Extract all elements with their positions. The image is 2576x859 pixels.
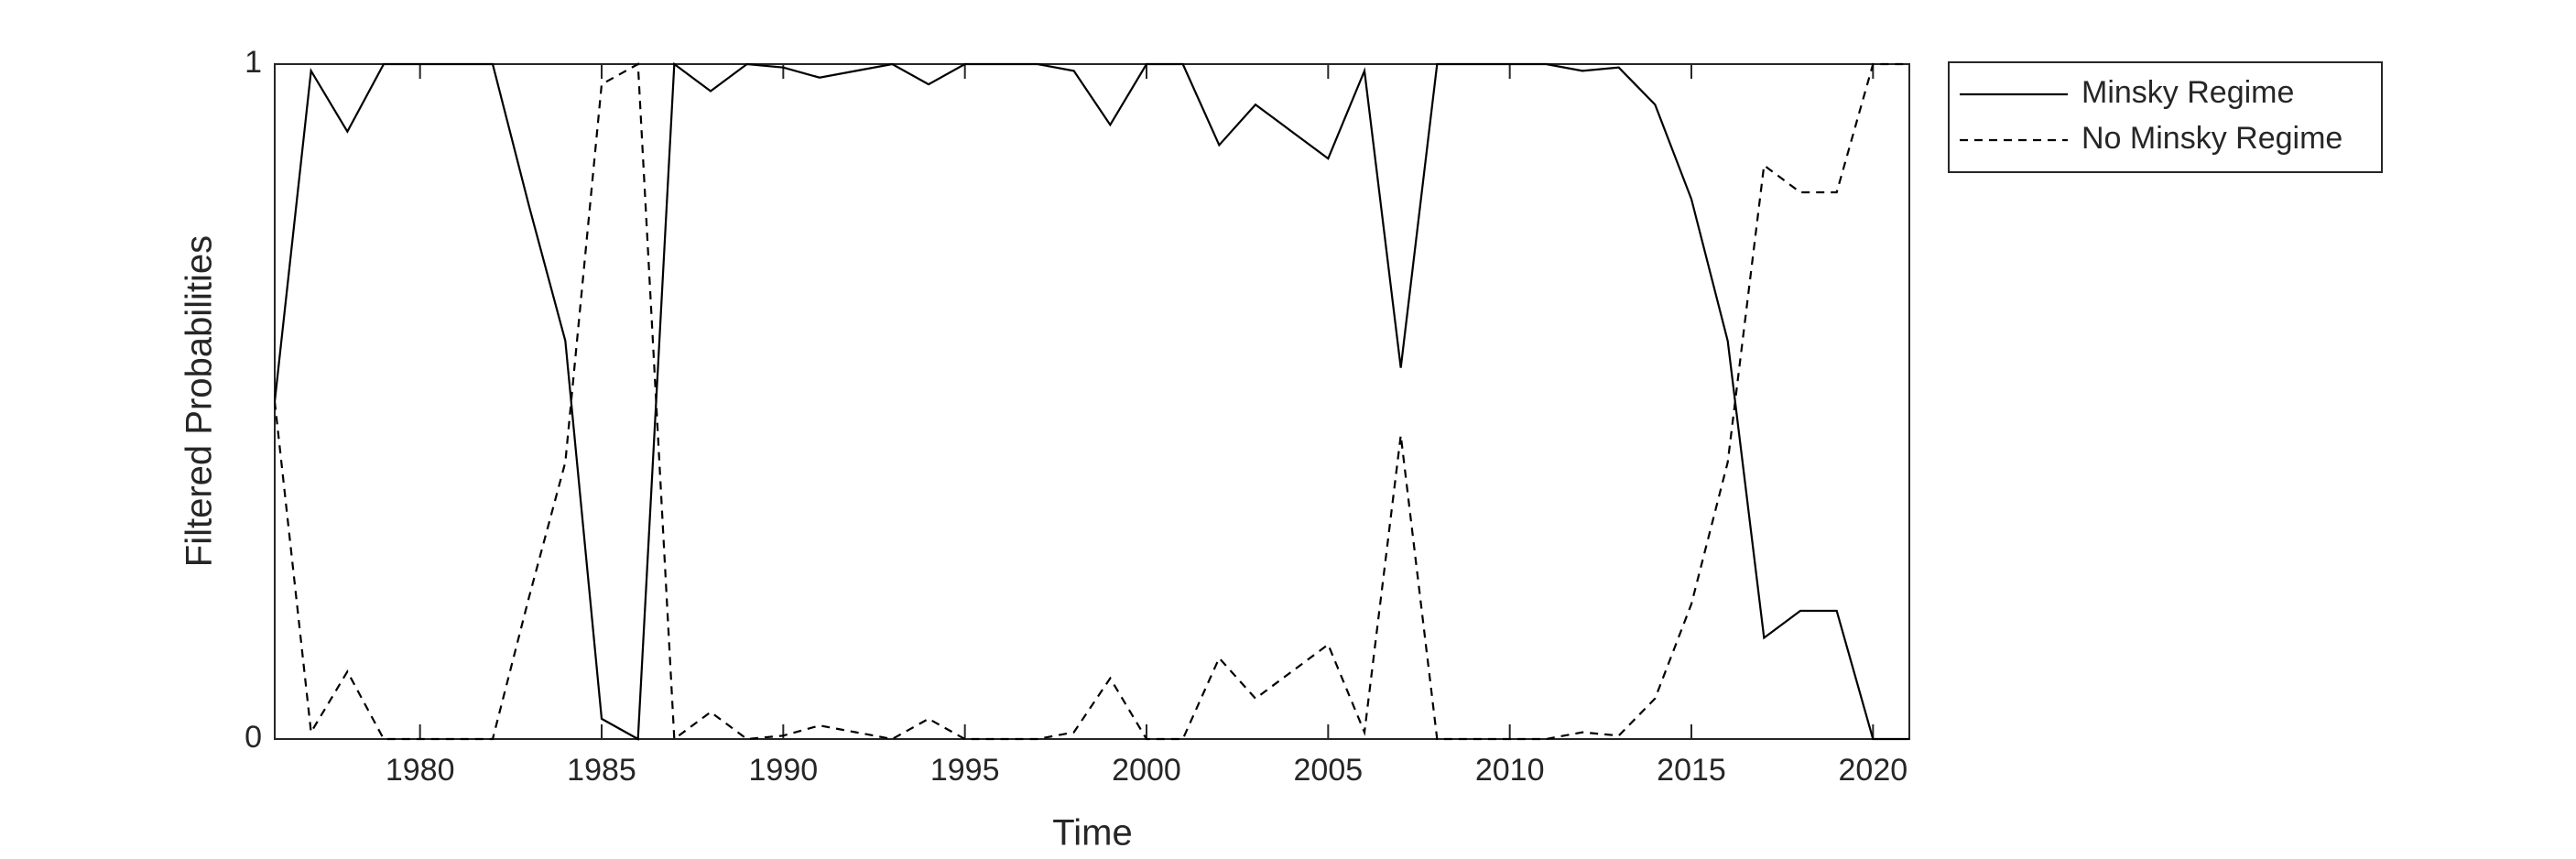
series-line [273, 61, 1909, 741]
x-tick-label: 2005 [1294, 753, 1364, 788]
x-tick-label: 2010 [1475, 753, 1545, 788]
x-tick-label: 1990 [749, 753, 819, 788]
legend-label: Minsky Regime [2081, 75, 2294, 110]
legend-box [1948, 61, 2383, 173]
x-tick-label: 2020 [1839, 753, 1908, 788]
series-line [273, 62, 1909, 742]
x-axis-label: Time [1052, 813, 1132, 854]
y-axis-label: Filtered Probabilities [179, 235, 220, 567]
y-tick-label: 0 [245, 720, 262, 755]
x-tick-label: 2000 [1112, 753, 1181, 788]
x-tick-label: 1980 [386, 753, 455, 788]
y-tick-label: 1 [245, 45, 262, 80]
x-tick-label: 2015 [1657, 753, 1726, 788]
legend-label: No Minsky Regime [2081, 121, 2342, 156]
x-tick-label: 1995 [930, 753, 1000, 788]
x-tick-label: 1985 [567, 753, 636, 788]
